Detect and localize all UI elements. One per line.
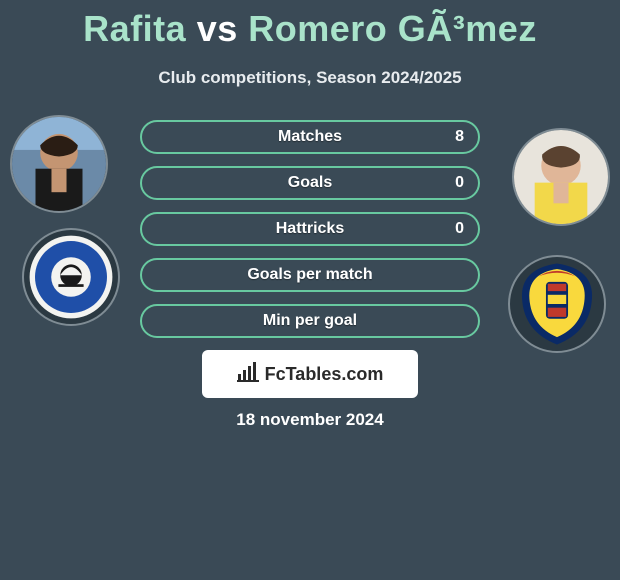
source-label: FcTables.com bbox=[265, 364, 384, 385]
chart-icon bbox=[237, 362, 259, 387]
player2-avatar bbox=[512, 128, 610, 226]
player1-club-badge bbox=[22, 228, 120, 326]
stats-table: Matches 8 Goals 0 Hattricks 0 Goals per … bbox=[140, 120, 480, 350]
stat-row-goals: Goals 0 bbox=[140, 166, 480, 200]
stat-label: Goals bbox=[288, 174, 332, 192]
stat-label: Goals per match bbox=[247, 266, 372, 284]
page-title: Rafita vs Romero GÃ³mez bbox=[0, 0, 620, 50]
subtitle: Club competitions, Season 2024/2025 bbox=[0, 68, 620, 88]
player1-avatar bbox=[10, 115, 108, 213]
stat-row-hattricks: Hattricks 0 bbox=[140, 212, 480, 246]
stat-right: 0 bbox=[455, 220, 464, 238]
stat-label: Hattricks bbox=[276, 220, 344, 238]
stat-row-goals-per-match: Goals per match bbox=[140, 258, 480, 292]
player2-club-badge bbox=[508, 255, 606, 353]
stat-row-matches: Matches 8 bbox=[140, 120, 480, 154]
source-badge: FcTables.com bbox=[202, 350, 418, 398]
stat-label: Matches bbox=[278, 128, 342, 146]
title-player1: Rafita bbox=[83, 8, 186, 49]
stat-row-min-per-goal: Min per goal bbox=[140, 304, 480, 338]
title-vs: vs bbox=[197, 8, 238, 49]
stat-label: Min per goal bbox=[263, 312, 357, 330]
title-player2: Romero GÃ³mez bbox=[248, 8, 537, 49]
stat-right: 0 bbox=[455, 174, 464, 192]
date-label: 18 november 2024 bbox=[0, 410, 620, 430]
stat-right: 8 bbox=[455, 128, 464, 146]
